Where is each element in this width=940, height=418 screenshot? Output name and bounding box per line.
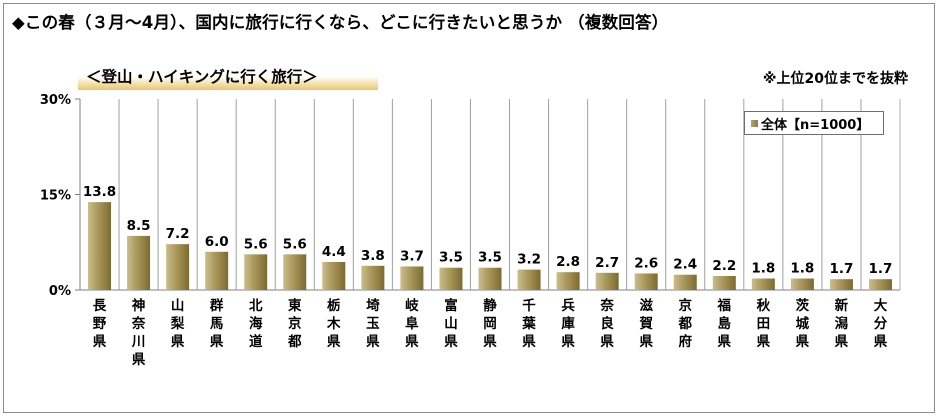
category-label: 兵庫県	[561, 297, 575, 350]
data-label: 7.2	[166, 226, 190, 242]
legend: 全体【n=1000】	[744, 111, 884, 135]
top20-note: ※上位20位までを抜粋	[762, 71, 908, 87]
bar	[244, 254, 268, 290]
bar	[556, 272, 580, 290]
bar	[166, 244, 190, 290]
data-label: 5.6	[283, 236, 307, 252]
category-label: 富山県	[444, 297, 458, 350]
data-label: 2.6	[634, 255, 658, 271]
data-label: 1.8	[790, 261, 814, 277]
category-label: 京都府	[677, 297, 692, 350]
category-label: 岐阜県	[405, 297, 419, 350]
data-label: 8.5	[127, 218, 151, 234]
legend-swatch	[751, 119, 758, 127]
bar	[517, 269, 541, 290]
bar	[790, 278, 814, 290]
category-label: 山梨県	[170, 298, 185, 350]
category-label: 神奈川県	[131, 297, 146, 368]
category-label: 北海道	[249, 298, 263, 350]
bar	[400, 266, 424, 290]
bar	[283, 254, 307, 290]
bar	[712, 275, 736, 290]
category-label: 奈良県	[599, 297, 614, 350]
bar	[127, 235, 151, 290]
data-label: 3.5	[478, 250, 502, 266]
y-tick-label: 30%	[40, 93, 71, 108]
category-label: 千葉県	[521, 297, 536, 350]
category-label: 栃木県	[326, 297, 341, 350]
category-label: 茨城県	[796, 297, 810, 350]
data-label: 3.5	[439, 250, 463, 266]
data-label: 2.7	[595, 255, 619, 271]
bar	[322, 261, 346, 290]
y-tick-label: 15%	[40, 189, 71, 204]
category-label: 静岡県	[483, 297, 497, 350]
bar	[868, 279, 892, 290]
bar	[88, 202, 112, 290]
chart-subtitle: ＜登山・ハイキングに行く旅行＞	[86, 68, 318, 86]
bar	[829, 279, 853, 290]
data-label: 1.7	[869, 261, 893, 277]
bar	[673, 274, 697, 290]
data-label: 13.8	[83, 184, 116, 200]
y-tick-label: 0%	[49, 284, 71, 299]
data-label: 3.8	[361, 248, 385, 264]
data-label: 6.0	[205, 234, 229, 250]
legend-label: 全体【n=1000】	[761, 117, 870, 133]
chart-title: ◆この春（３月～4月）、国内に旅行に行くなら、どこに行きたいと思うか （複数回答…	[12, 13, 669, 32]
data-label: 2.2	[712, 258, 736, 274]
bar	[751, 278, 775, 290]
category-label: 埼玉県	[366, 297, 380, 350]
data-label: 1.7	[829, 261, 853, 277]
bar	[478, 267, 502, 290]
category-label: 群馬県	[209, 297, 224, 350]
data-label: 4.4	[322, 244, 346, 260]
category-label: 秋田県	[757, 297, 771, 350]
category-label: 福島県	[717, 297, 732, 350]
bar	[205, 251, 229, 290]
category-label: 長野県	[93, 298, 107, 350]
subtitle-band	[78, 60, 378, 90]
category-label: 東京都	[287, 297, 302, 350]
data-label: 2.8	[556, 254, 580, 270]
data-label: 2.4	[673, 257, 697, 273]
data-label: 3.2	[517, 252, 541, 268]
bar	[595, 272, 619, 290]
bar	[439, 267, 463, 290]
data-label: 5.6	[244, 236, 268, 252]
category-label: 滋賀県	[638, 297, 653, 350]
bar	[361, 265, 385, 290]
category-label: 新潟県	[835, 297, 849, 350]
category-label: 大分県	[874, 297, 888, 350]
data-label: 1.8	[751, 261, 775, 277]
data-label: 3.7	[400, 248, 424, 264]
bar	[634, 273, 658, 290]
